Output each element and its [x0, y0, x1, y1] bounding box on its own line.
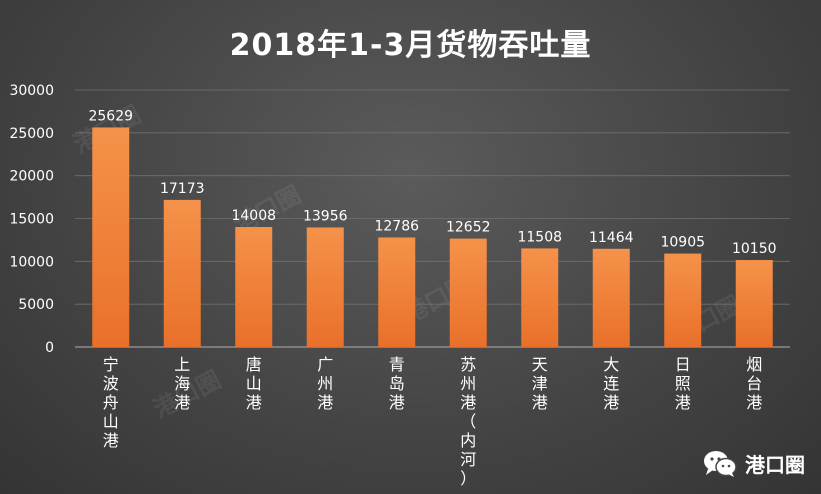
footer-brand: 港口圈	[745, 453, 805, 477]
bar	[592, 248, 630, 347]
bar	[735, 260, 773, 347]
data-label: 14008	[231, 208, 276, 224]
data-label: 10150	[732, 241, 777, 257]
bar	[378, 237, 416, 347]
y-tick-label: 20000	[9, 169, 54, 185]
bar	[306, 227, 344, 347]
data-label: 11464	[589, 230, 634, 246]
y-tick-label: 25000	[9, 126, 54, 142]
y-tick-label: 30000	[9, 83, 54, 99]
bar	[664, 253, 702, 347]
data-label: 11508	[517, 229, 562, 245]
x-tick-label: 日照港	[675, 355, 691, 412]
y-tick-label: 0	[45, 340, 54, 356]
x-tick-label: 唐山港	[246, 355, 262, 412]
bar	[163, 199, 201, 347]
x-tick-label: 大连港	[603, 355, 619, 412]
data-label: 17173	[160, 181, 205, 197]
y-tick-label: 15000	[9, 212, 54, 228]
x-tick-label: 烟台港	[746, 355, 762, 412]
data-label: 25629	[88, 108, 133, 124]
x-tick-label: 宁波舟山港	[103, 355, 119, 450]
bar	[235, 226, 273, 347]
chart-title: 2018年1-3月货物吞吐量	[229, 28, 592, 63]
x-tick-label: 上海港	[174, 355, 190, 412]
x-tick-label: 广州港	[317, 355, 333, 412]
x-tick-label: 天津港	[532, 355, 548, 412]
footer-logo: 港口圈	[703, 449, 805, 478]
bar	[521, 248, 559, 347]
data-label: 10905	[660, 235, 705, 251]
data-label: 12652	[446, 220, 491, 236]
data-label: 12786	[374, 218, 419, 234]
bar	[449, 238, 487, 347]
bar	[92, 127, 130, 347]
y-tick-label: 5000	[18, 297, 54, 313]
x-tick-label: 苏州港（内河）	[460, 355, 476, 488]
wechat-icon	[704, 450, 737, 477]
y-tick-label: 10000	[9, 254, 54, 270]
x-tick-label: 青岛港	[389, 355, 405, 412]
data-label: 13956	[303, 208, 348, 224]
bars: 25629 宁波舟山港 17173 上海港 14008 唐山港 13956 广州港 12786 青…	[88, 108, 776, 488]
